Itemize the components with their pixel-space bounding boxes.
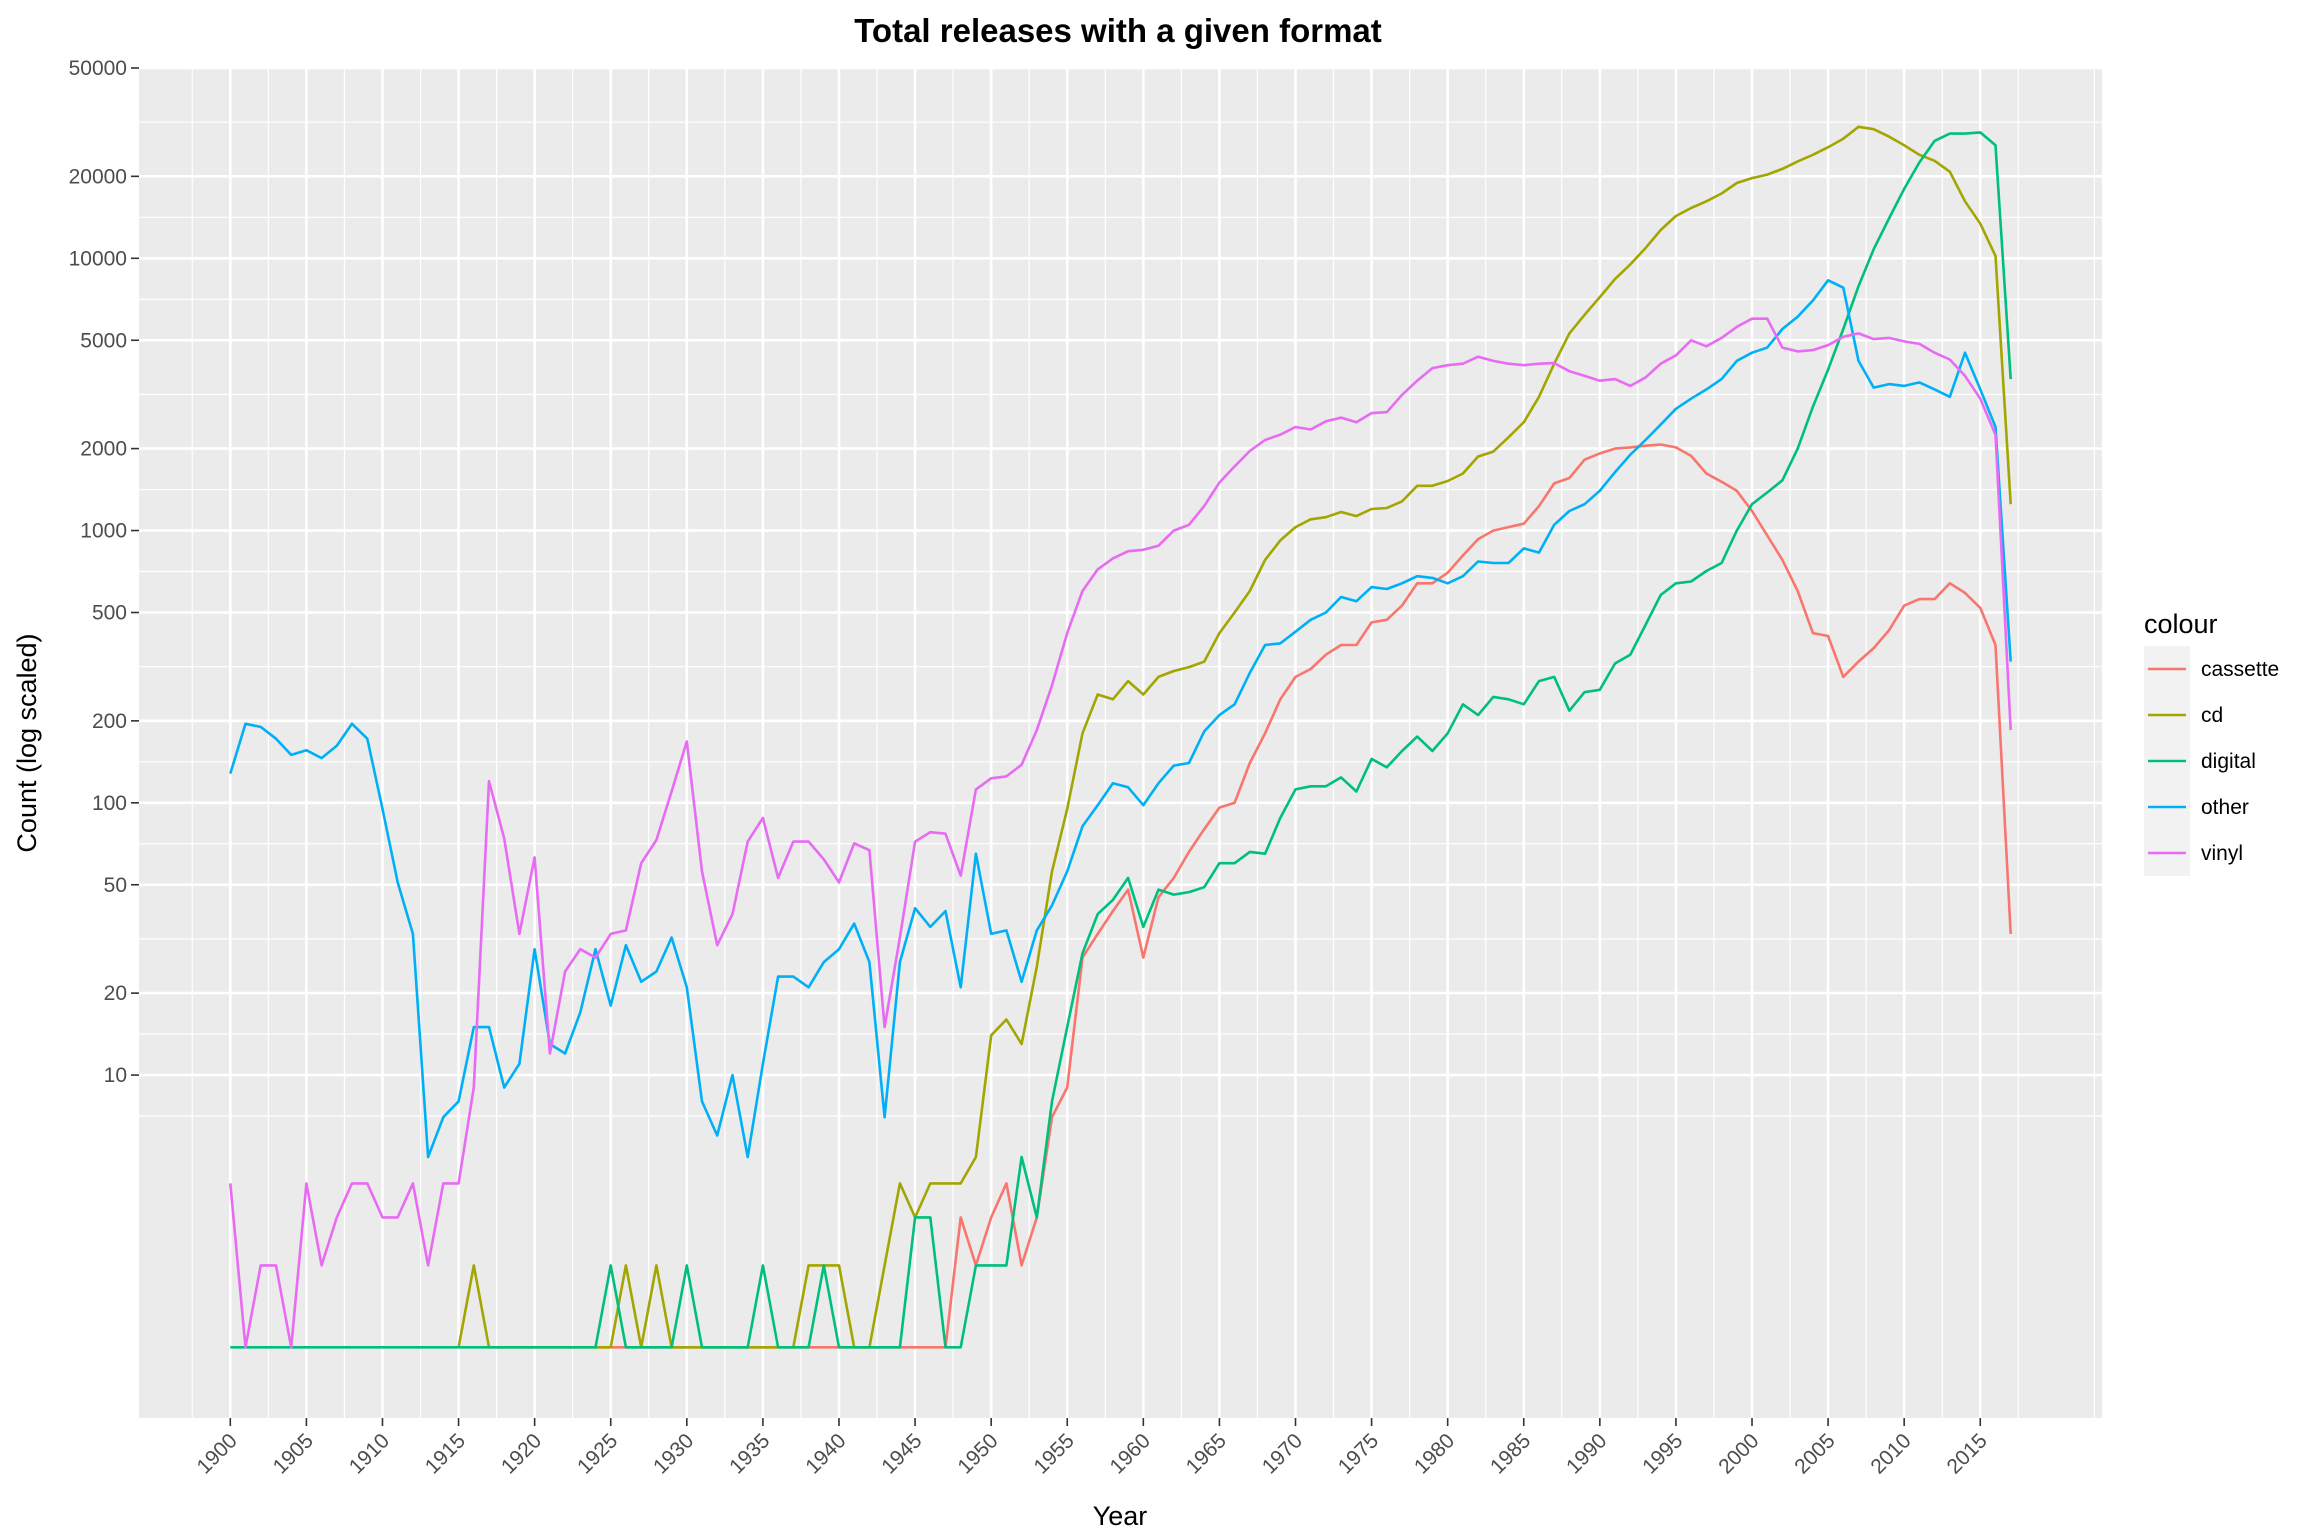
y-tick-label: 50 xyxy=(104,874,127,897)
x-tick-label: 1915 xyxy=(421,1429,470,1478)
x-tick-label: 1970 xyxy=(1258,1429,1307,1478)
chart-title: Total releases with a given format xyxy=(854,12,1382,49)
x-tick-label: 2010 xyxy=(1866,1429,1915,1478)
x-tick-label: 1965 xyxy=(1182,1429,1231,1478)
series-line-vinyl xyxy=(229,317,2012,1349)
x-axis: 1900 1905 1910 1915 1920 1925 1930 1935 1940 1945… xyxy=(193,1418,1992,1479)
x-tick-label: 2000 xyxy=(1714,1429,1763,1478)
y-tick-label: 5000 xyxy=(80,329,127,352)
legend: colour cassette cd digital other vinyl xyxy=(2144,609,2279,876)
y-tick-label: 20000 xyxy=(69,165,127,188)
minor-gridlines xyxy=(139,68,2102,1418)
y-tick-label: 500 xyxy=(92,602,127,625)
y-tick-label: 2000 xyxy=(80,438,127,461)
legend-label-other: other xyxy=(2201,796,2249,819)
x-tick-label: 1950 xyxy=(953,1429,1002,1478)
legend-label-cassette: cassette xyxy=(2201,658,2279,681)
y-axis-title: Count (log scaled) xyxy=(12,633,42,852)
y-tick-label: 10000 xyxy=(69,247,127,270)
x-tick-label: 1940 xyxy=(801,1429,850,1478)
y-tick-label: 200 xyxy=(92,710,127,733)
x-tick-label: 1900 xyxy=(193,1429,242,1478)
x-tick-label: 2015 xyxy=(1943,1429,1992,1478)
x-tick-label: 1975 xyxy=(1334,1429,1383,1478)
x-tick-label: 1920 xyxy=(497,1429,546,1478)
x-tick-label: 1955 xyxy=(1029,1429,1078,1478)
y-tick-label: 50000 xyxy=(69,57,127,80)
series-line-digital xyxy=(230,131,2012,1349)
series-lines xyxy=(229,125,2012,1349)
x-tick-label: 1925 xyxy=(573,1429,622,1478)
y-tick-label: 20 xyxy=(104,982,127,1005)
x-tick-label: 1930 xyxy=(649,1429,698,1478)
legend-label-vinyl: vinyl xyxy=(2201,842,2243,865)
x-tick-label: 1905 xyxy=(269,1429,318,1478)
x-tick-label: 1995 xyxy=(1638,1429,1687,1478)
x-tick-label: 1985 xyxy=(1486,1429,1535,1478)
x-axis-title: Year xyxy=(1093,1501,1148,1531)
legend-items: cassette cd digital other vinyl xyxy=(2144,646,2279,876)
x-tick-label: 1960 xyxy=(1106,1429,1155,1478)
legend-label-cd: cd xyxy=(2201,704,2223,727)
x-tick-label: 1990 xyxy=(1562,1429,1611,1478)
series-line-other xyxy=(229,279,2012,1159)
x-tick-label: 1945 xyxy=(877,1429,926,1478)
x-tick-label: 2005 xyxy=(1790,1429,1839,1478)
y-axis: 10 20 50 100 200 500 1000 2000 5000 10000 20000 500… xyxy=(69,57,139,1087)
legend-title: colour xyxy=(2144,609,2218,639)
x-tick-label: 1910 xyxy=(345,1429,394,1478)
y-tick-label: 1000 xyxy=(80,520,127,543)
y-tick-label: 100 xyxy=(92,792,127,815)
legend-label-digital: digital xyxy=(2201,750,2256,773)
y-tick-label: 10 xyxy=(104,1064,127,1087)
x-tick-label: 1980 xyxy=(1410,1429,1459,1478)
plot-panel xyxy=(139,68,2102,1418)
series-line-cassette xyxy=(595,443,2012,1349)
x-tick-label: 1935 xyxy=(725,1429,774,1478)
